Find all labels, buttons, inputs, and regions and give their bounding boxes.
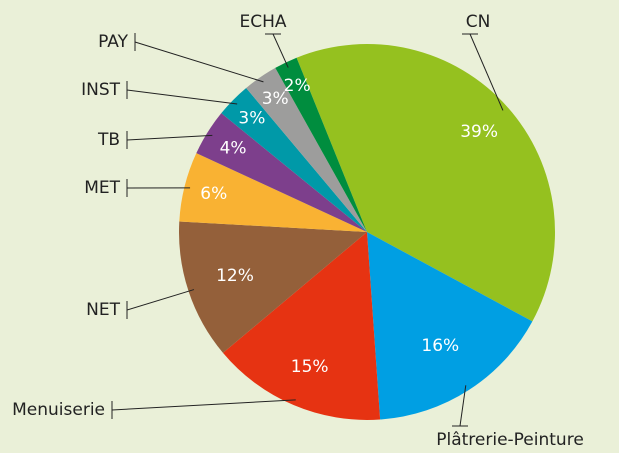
leader-line (111, 399, 296, 411)
slice-category-label: Menuiserie (12, 400, 105, 420)
leader-line (469, 33, 504, 111)
slice-value-label: 2% (284, 76, 311, 96)
slice-category-label: PAY (98, 32, 128, 52)
slice-category-label: CN (466, 12, 491, 32)
pie-slice (296, 44, 555, 322)
pie-slice (196, 113, 367, 232)
leader-line (459, 385, 467, 427)
slice-value-label: 12% (216, 266, 254, 286)
pie-slice (367, 232, 533, 420)
pie-slice (275, 57, 367, 232)
slice-value-label: 15% (291, 357, 329, 377)
leader-line (134, 41, 264, 83)
slice-value-label: 6% (200, 184, 227, 204)
pie-slice (179, 221, 367, 353)
pie-slice (246, 67, 367, 232)
leader-line (272, 33, 289, 68)
slice-value-label: 4% (220, 138, 247, 158)
slice-category-label: NET (86, 300, 120, 320)
pie-slice (222, 232, 381, 420)
slice-category-label: Plâtrerie-Peinture (436, 430, 584, 450)
leader-line (126, 134, 213, 141)
pie-slice (179, 153, 367, 232)
slice-value-label: 3% (238, 108, 265, 128)
leader-line (126, 89, 238, 105)
slice-value-label: 16% (421, 336, 459, 356)
slice-category-label: TB (97, 130, 120, 150)
pie-slice (221, 87, 367, 232)
slice-value-label: 39% (460, 122, 498, 142)
leader-line (126, 289, 195, 311)
slice-category-label: MET (84, 178, 120, 198)
slice-category-label: ECHA (239, 12, 286, 32)
slice-category-label: INST (81, 80, 121, 100)
slice-value-label: 3% (262, 89, 289, 109)
